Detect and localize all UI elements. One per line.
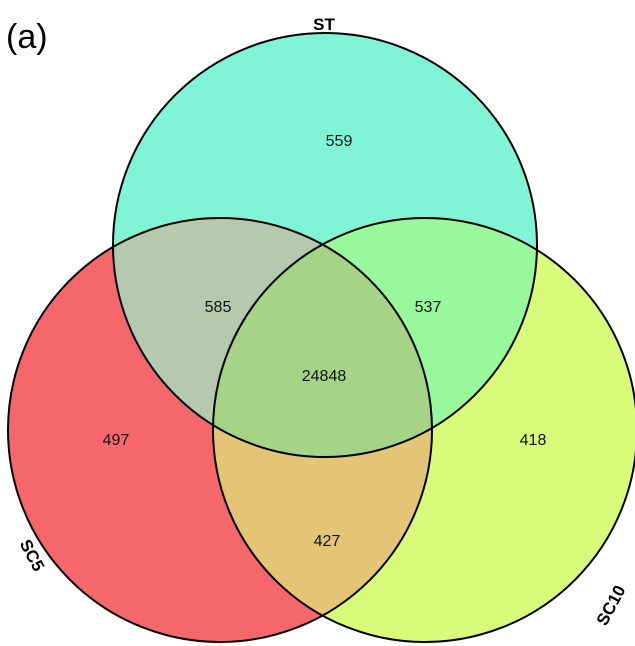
circle-st-outline <box>112 32 538 458</box>
count-st-sc10: 537 <box>415 299 442 316</box>
set-label-st: ST <box>313 15 335 34</box>
circle-sc10-outline <box>212 217 635 643</box>
overlap-all <box>213 218 432 457</box>
count-st-only: 559 <box>326 133 353 150</box>
count-sc5-sc10: 427 <box>314 533 341 550</box>
panel-label: (a) <box>6 18 48 56</box>
count-sc5-only: 497 <box>103 432 130 449</box>
set-label-sc10: SC10 <box>593 582 630 628</box>
circle-sc5-outline <box>7 217 433 643</box>
count-sc10-only: 418 <box>520 432 547 449</box>
count-all: 24848 <box>302 368 347 385</box>
count-st-sc5: 585 <box>205 299 232 316</box>
